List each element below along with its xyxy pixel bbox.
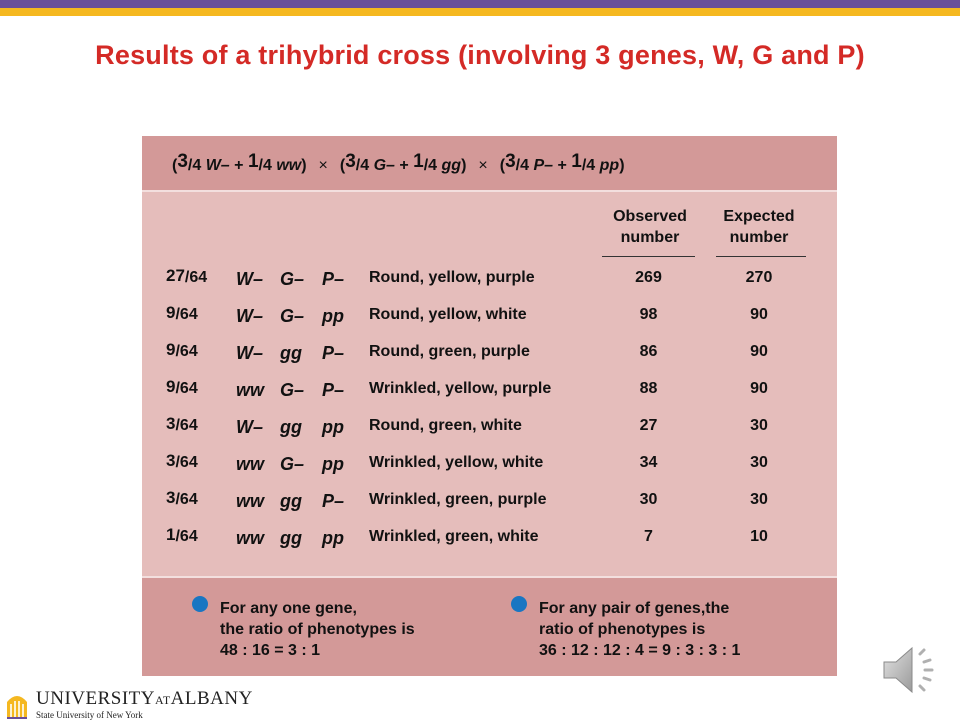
fraction: 3/64: [166, 414, 198, 434]
table-row: 9/64 W– G– pp Round, yellow, white 98 90: [142, 303, 837, 330]
fraction: 9/64: [166, 303, 198, 323]
expected-value: 90: [750, 306, 768, 323]
table-row: 9/64 ww G– P– Wrinkled, yellow, purple 8…: [142, 377, 837, 404]
expected-column-header: Expected number: [723, 208, 795, 246]
observed-value: 30: [639, 491, 658, 508]
expected-header-rule: [716, 256, 806, 257]
genotype-g: gg: [280, 417, 302, 437]
fraction: 9/64: [166, 340, 198, 360]
genotype-p: pp: [322, 417, 344, 437]
observed-value: 88: [639, 380, 658, 397]
genotype-w: ww: [236, 454, 265, 474]
expected-value: 90: [750, 380, 768, 397]
genotype-g: G–: [280, 380, 305, 400]
expected-value: 10: [750, 528, 768, 545]
table-row: 3/64 W– gg pp Round, green, white 27 30: [142, 414, 837, 441]
genotype-g: G–: [280, 306, 305, 326]
observed-value: 98: [639, 306, 658, 323]
gene-pair-ratio-note: For any pair of genes,the ratio of pheno…: [539, 600, 741, 659]
genotype-w: W–: [236, 306, 263, 326]
expected-value: 90: [750, 343, 768, 360]
observed-header-rule: [602, 256, 695, 257]
slide-title: Results of a trihybrid cross (involving …: [95, 40, 865, 70]
genotype-p: pp: [322, 306, 344, 326]
phenotype: Round, green, white: [369, 417, 522, 434]
university-seal-icon: [7, 696, 27, 719]
fraction: 1/64: [166, 525, 198, 545]
phenotype: Wrinkled, yellow, white: [369, 454, 544, 471]
observed-column-header: Observed number: [613, 208, 687, 246]
results-table: (3/4 W– + 1/4 ww) × (3/4 G– + 1/4 gg) × (3/4…: [142, 136, 837, 676]
genotype-w: ww: [236, 528, 265, 548]
phenotype: Wrinkled, green, white: [369, 528, 539, 545]
genotype-p: P–: [322, 491, 345, 511]
genotype-w: W–: [236, 269, 263, 289]
bullet-dot-icon: [511, 596, 527, 612]
expected-value: 30: [750, 417, 768, 434]
observed-value: 7: [644, 528, 653, 545]
table-row: 9/64 W– gg P– Round, green, purple 86 90: [142, 340, 837, 367]
phenotype: Round, green, purple: [369, 343, 530, 360]
one-gene-ratio-note: For any one gene, the ratio of phenotype…: [220, 600, 415, 659]
genotype-g: gg: [280, 343, 302, 363]
genotype-g: G–: [280, 454, 305, 474]
university-logo: UNIVERSITYATALBANY State University of N…: [4, 688, 264, 722]
genotype-g: gg: [280, 491, 302, 511]
observed-value: 86: [639, 343, 658, 360]
expected-value: 270: [745, 269, 773, 286]
genotype-w: ww: [236, 380, 265, 400]
fraction: 9/64: [166, 377, 198, 397]
genotype-p: pp: [322, 528, 344, 548]
speaker-icon[interactable]: [880, 640, 944, 700]
genotype-p: P–: [322, 380, 345, 400]
observed-value: 269: [635, 269, 662, 286]
table-row: 3/64 ww G– pp Wrinkled, yellow, white 34…: [142, 451, 837, 478]
expected-value: 30: [750, 491, 768, 508]
phenotype: Wrinkled, yellow, purple: [369, 380, 552, 397]
genotype-g: G–: [280, 269, 305, 289]
fraction: 3/64: [166, 451, 198, 471]
times-sign: ×: [478, 157, 488, 174]
times-sign: ×: [318, 157, 328, 174]
phenotype: Round, yellow, white: [369, 306, 527, 323]
bullet-dot-icon: [192, 596, 208, 612]
genotype-w: W–: [236, 417, 263, 437]
genotype-w: W–: [236, 343, 263, 363]
genotype-p: P–: [322, 343, 345, 363]
ratio-notes-band: [142, 576, 837, 676]
cross-formula: (3/4 W– + 1/4 ww) × (3/4 G– + 1/4 gg) × (3/4…: [172, 151, 625, 174]
observed-value: 34: [639, 454, 658, 471]
expected-value: 30: [750, 454, 768, 471]
observed-value: 27: [639, 417, 658, 434]
genotype-p: pp: [322, 454, 344, 474]
top-accent-bar-purple: [0, 0, 960, 8]
genotype-g: gg: [280, 528, 302, 548]
cross-header-band: (3/4 W– + 1/4 ww) × (3/4 G– + 1/4 gg) × (3/4…: [142, 136, 837, 192]
table-row: 1/64 ww gg pp Wrinkled, green, white 7 1…: [142, 525, 837, 552]
fraction: 27/64: [166, 266, 208, 286]
table-row: 27/64 W– G– P– Round, yellow, purple 269…: [142, 266, 837, 293]
fraction: 3/64: [166, 488, 198, 508]
genotype-p: P–: [322, 269, 345, 289]
phenotype: Round, yellow, purple: [369, 269, 535, 286]
table-row: 3/64 ww gg P– Wrinkled, green, purple 30…: [142, 488, 837, 515]
phenotype: Wrinkled, green, purple: [369, 491, 547, 508]
top-accent-bar-gold: [0, 8, 960, 16]
genotype-w: ww: [236, 491, 265, 511]
